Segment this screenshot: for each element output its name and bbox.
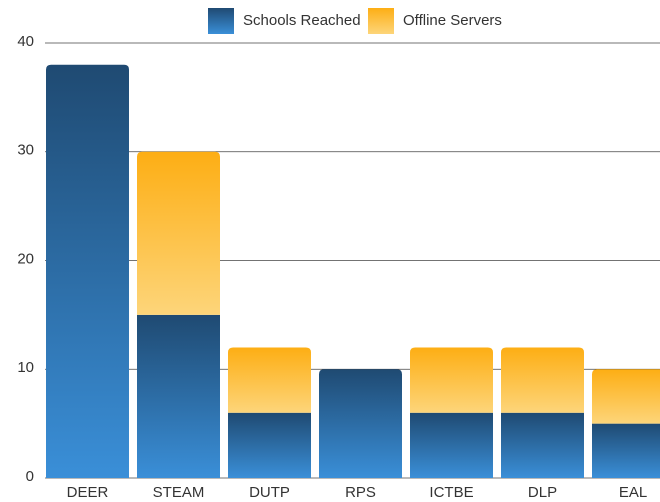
y-tick-label: 0 <box>26 468 34 485</box>
bar-segment <box>501 412 584 478</box>
bar-segment <box>501 347 584 413</box>
bar-segment <box>137 151 220 315</box>
bar-segment <box>410 412 493 478</box>
legend-swatch <box>208 8 234 34</box>
x-tick-label: EAL <box>619 484 647 501</box>
legend-label: Offline Servers <box>403 12 502 29</box>
x-tick-label: DLP <box>528 484 557 501</box>
legend-swatch <box>368 8 394 34</box>
x-tick-label: DEER <box>67 484 109 501</box>
legend-label: Schools Reached <box>243 12 361 29</box>
x-tick-label: DUTP <box>249 484 290 501</box>
bar-segment <box>228 412 311 478</box>
bar-segment <box>46 64 129 478</box>
bar-segment <box>137 314 220 478</box>
x-tick-label: RPS <box>345 484 376 501</box>
bar-segment <box>228 347 311 413</box>
bar-segment <box>592 369 660 424</box>
x-tick-label: STEAM <box>153 484 205 501</box>
y-tick-label: 40 <box>17 33 34 50</box>
y-tick-label: 10 <box>17 359 34 376</box>
bar-segment <box>410 347 493 413</box>
y-tick-label: 30 <box>17 142 34 159</box>
y-tick-label: 20 <box>17 250 34 267</box>
bar-segment <box>319 369 402 478</box>
x-tick-label: ICTBE <box>429 484 473 501</box>
bar-segment <box>592 423 660 478</box>
